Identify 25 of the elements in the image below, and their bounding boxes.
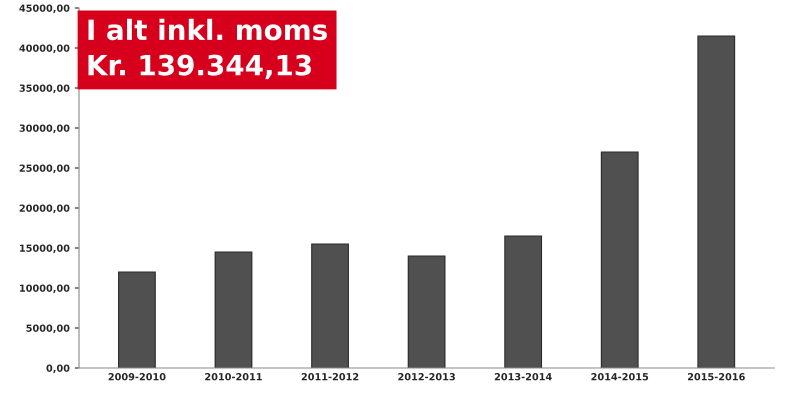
x-tick-label: 2009-2010 (108, 373, 166, 380)
y-tick-label: 20000,00 (20, 204, 70, 214)
bar (504, 235, 542, 368)
y-tick-label: 15000,00 (20, 244, 70, 254)
x-tick-label: 2015-2016 (688, 373, 745, 380)
x-tick-label: 2011-2012 (302, 373, 358, 380)
bar (697, 35, 736, 368)
annotation: I alt inkl. moms Kr. 139.344,13 (88, 18, 327, 80)
x-tick-label: 2010-2011 (205, 373, 262, 380)
y-tick-label: 35000,00 (20, 84, 70, 94)
bar (311, 243, 349, 368)
y-tick-label: 25000,00 (20, 164, 70, 174)
y-tick-label: 30000,00 (20, 124, 70, 134)
y-tick-label: 10000,00 (20, 284, 70, 294)
y-tick-label: 45000,00 (19, 4, 70, 14)
bar (118, 271, 156, 368)
bar (214, 251, 252, 368)
y-tick-label: 5000,00 (26, 324, 70, 334)
y-tick-label: 0,00 (46, 364, 70, 374)
x-tick-label: 2013-2014 (494, 373, 552, 380)
bar (600, 151, 639, 368)
x-tick-label: 2012-2013 (398, 373, 455, 380)
bar (408, 255, 446, 368)
y-tick-label: 40000,00 (19, 44, 70, 54)
x-tick-label: 2014-2015 (591, 373, 648, 380)
